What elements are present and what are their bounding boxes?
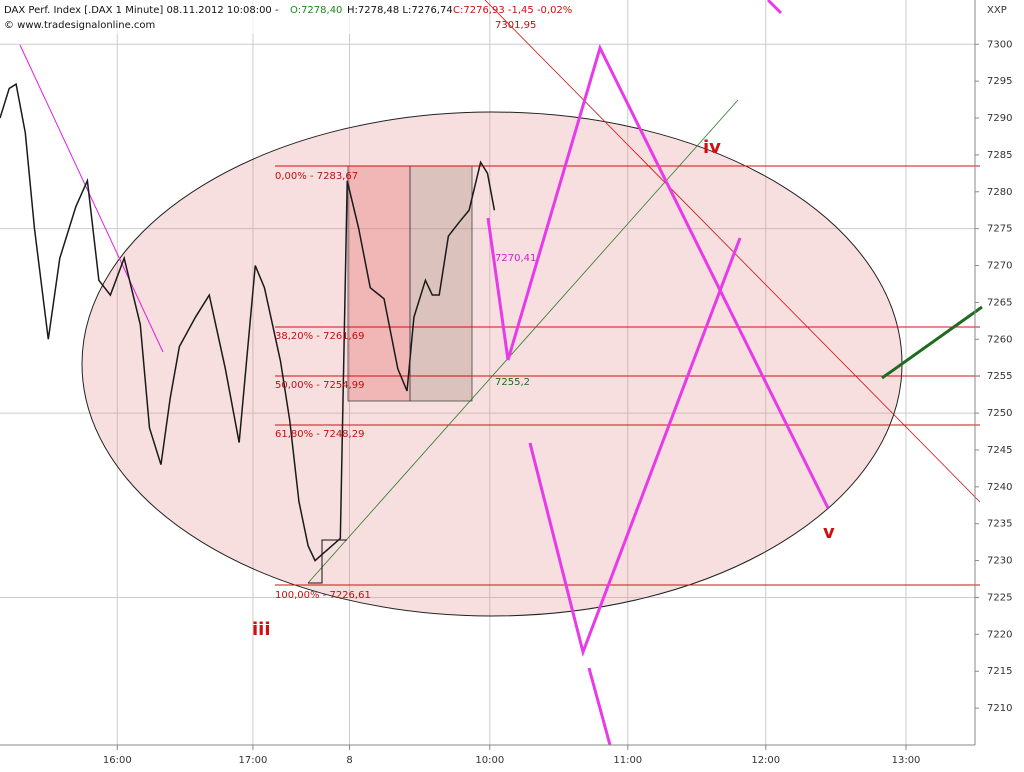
- x-tick-label: 17:00: [239, 755, 268, 766]
- projection-line: [766, 0, 783, 15]
- trend-line: [484, 0, 981, 503]
- fib-label: 50,00% - 7254,99: [275, 380, 364, 391]
- symbol: XXP: [987, 5, 1007, 16]
- header-high-low: H:7278,48 L:7276,74: [347, 5, 453, 16]
- y-tick-label: 7295: [987, 76, 1012, 87]
- y-tick-label: 7215: [987, 666, 1012, 677]
- fib-label: 61,80% - 7248,29: [275, 429, 364, 440]
- header-close: C:7276,93 -1,45 -0,02%: [453, 5, 572, 16]
- price-line: [0, 82, 496, 562]
- projection-line: [881, 305, 983, 380]
- y-tick-label: 7280: [987, 187, 1012, 198]
- x-tick-label: 13:00: [892, 755, 921, 766]
- range-box: [347, 165, 411, 402]
- y-tick-label: 7230: [987, 556, 1012, 567]
- y-tick-label: 7260: [987, 334, 1012, 345]
- y-tick-label: 7250: [987, 408, 1012, 419]
- y-tick-label: 7255: [987, 371, 1012, 382]
- source: © www.tradesignalonline.com: [4, 20, 155, 31]
- y-tick-label: 7265: [987, 297, 1012, 308]
- fib-label: 100,00% - 7226,61: [275, 590, 371, 601]
- header-title: DAX Perf. Index [.DAX 1 Minute] 08.11.20…: [4, 5, 279, 16]
- price-series: [0, 82, 496, 562]
- wave-label: iii: [252, 619, 271, 640]
- y-tick-label: 7275: [987, 224, 1012, 235]
- annotation: 7270,41: [495, 253, 536, 264]
- wave-label: v: [823, 522, 835, 543]
- x-tick-label: 10:00: [475, 755, 504, 766]
- x-tick-label: 8: [346, 755, 352, 766]
- y-tick-label: 7240: [987, 482, 1012, 493]
- fib-labels: 0,00% - 7283,67 38,20% - 7261,69 50,00% …: [275, 171, 371, 601]
- grid: [0, 0, 975, 745]
- projection-line: [528, 237, 742, 657]
- step-line: [308, 539, 347, 584]
- wave-label: iv: [703, 137, 721, 158]
- annotation: 7255,2: [495, 377, 530, 388]
- fib-label: 0,00% - 7283,67: [275, 171, 358, 182]
- fib-lines: [275, 165, 980, 586]
- y-tick-label: 7210: [987, 703, 1012, 714]
- y-tick-label: 7235: [987, 519, 1012, 530]
- y-tick-label: 7220: [987, 629, 1012, 640]
- projection: [486, 0, 830, 746]
- x-tick-label: 12:00: [751, 755, 780, 766]
- y-tick-label: 7225: [987, 592, 1012, 603]
- ellipse-zone: [81, 111, 903, 617]
- y-tick-label: 7290: [987, 113, 1012, 124]
- x-tick-label: 11:00: [613, 755, 642, 766]
- trend-line: [19, 44, 164, 353]
- projection-line: [486, 43, 830, 509]
- y-tick-label: 7245: [987, 445, 1012, 456]
- y-tick-label: 7270: [987, 261, 1012, 272]
- annotation: 7301,95: [495, 20, 536, 31]
- projection-line: [587, 667, 612, 746]
- fib-label: 38,20% - 7261,69: [275, 331, 364, 342]
- x-tick-label: 16:00: [103, 755, 132, 766]
- y-tick-label: 7300: [987, 39, 1012, 50]
- header-bg: [0, 0, 440, 34]
- header-open: O:7278,40: [290, 5, 342, 16]
- y-tick-label: 7285: [987, 150, 1012, 161]
